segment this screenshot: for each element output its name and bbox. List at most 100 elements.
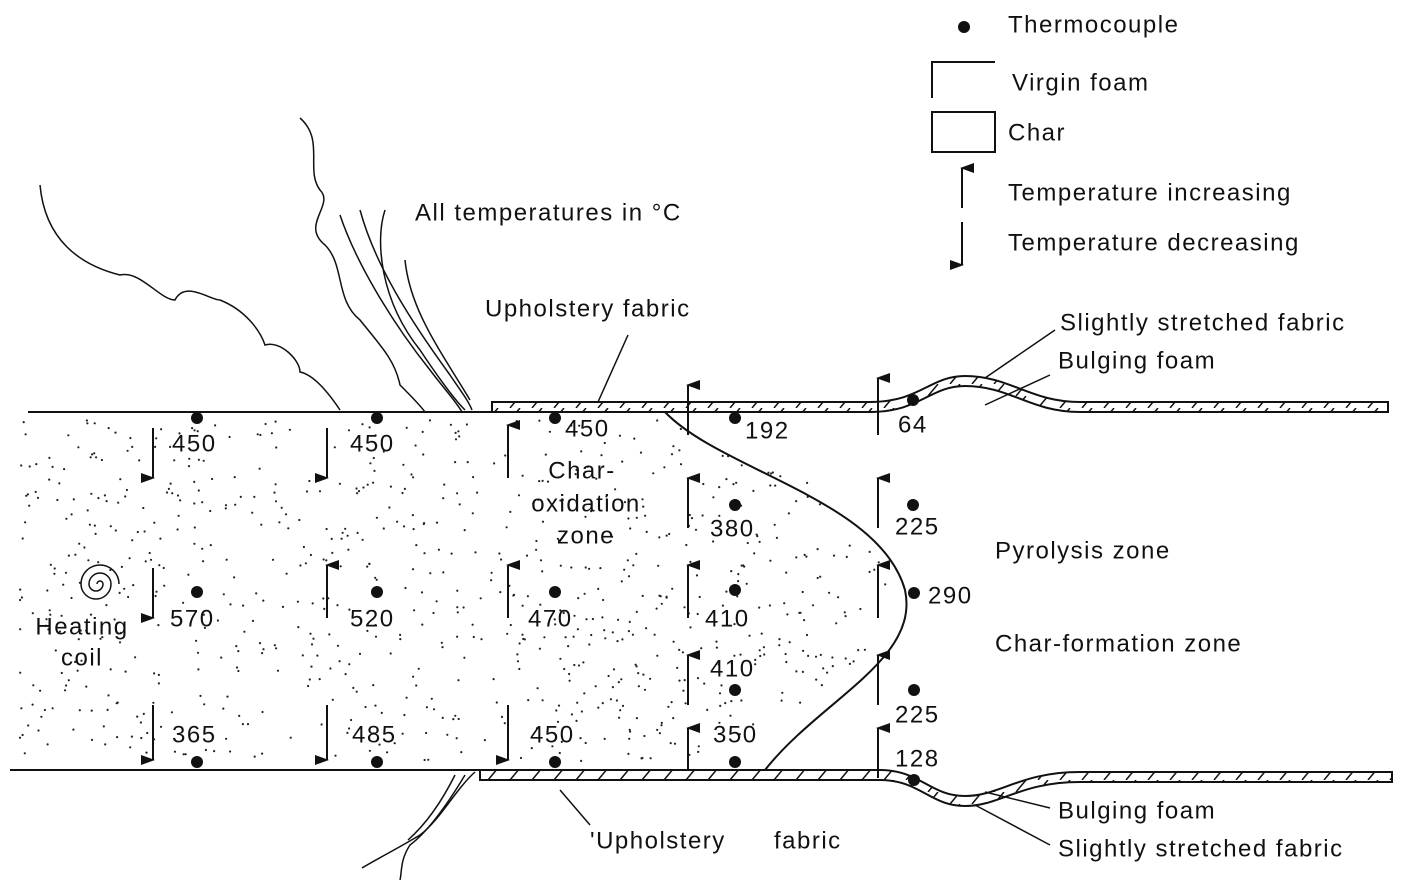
stipple-dot bbox=[557, 539, 561, 542]
stipple-dot bbox=[719, 704, 722, 708]
stipple-dot bbox=[454, 714, 457, 717]
stipple-dot bbox=[372, 684, 375, 687]
stipple-dot bbox=[538, 419, 541, 422]
stipple-dot bbox=[374, 434, 377, 437]
stipple-dot bbox=[176, 528, 179, 531]
stipple-dot bbox=[124, 495, 127, 498]
stipple-dot bbox=[373, 469, 376, 472]
stipple-dot bbox=[538, 647, 542, 650]
stipple-dot bbox=[733, 654, 736, 657]
stipple-dot bbox=[619, 709, 622, 712]
stipple-dot bbox=[411, 514, 414, 517]
stipple-dot bbox=[405, 696, 408, 699]
stipple-dot bbox=[273, 644, 276, 647]
stipple-dot bbox=[734, 528, 738, 531]
stipple-dot bbox=[588, 643, 591, 646]
stipple-dot bbox=[139, 721, 142, 724]
stipple-dot bbox=[404, 586, 407, 590]
stipple-dot bbox=[348, 663, 351, 666]
stipple-dot bbox=[160, 428, 163, 431]
stipple-dot bbox=[544, 453, 547, 456]
stipple-dot bbox=[603, 737, 606, 741]
stipple-dot bbox=[372, 481, 375, 484]
stipple-dot bbox=[602, 598, 605, 602]
stipple-dot bbox=[471, 623, 474, 626]
stipple-dot bbox=[340, 537, 343, 540]
thermocouple bbox=[371, 756, 383, 768]
stipple-dot bbox=[251, 619, 255, 623]
stipple-dot bbox=[652, 472, 655, 475]
stipple-dot bbox=[276, 669, 280, 672]
stipple-dot bbox=[131, 445, 134, 448]
stipple-dot bbox=[389, 652, 392, 655]
stipple-dot bbox=[541, 479, 544, 482]
stipple-dot bbox=[543, 636, 546, 639]
stipple-dot bbox=[58, 482, 61, 485]
stipple-dot bbox=[389, 485, 392, 488]
label: Upholstery fabric bbox=[485, 295, 691, 322]
stipple-dot bbox=[412, 675, 415, 678]
stipple-dot bbox=[76, 669, 79, 672]
stipple-dot bbox=[428, 419, 432, 422]
stipple-dot bbox=[807, 654, 810, 658]
stipple-dot bbox=[762, 646, 766, 649]
stipple-dot bbox=[362, 486, 365, 489]
stipple-dot bbox=[158, 564, 161, 567]
stipple-dot bbox=[639, 451, 643, 454]
stipple-dot bbox=[187, 573, 190, 576]
stipple-dot bbox=[553, 618, 556, 621]
stipple-dot bbox=[756, 535, 759, 538]
stipple-dot bbox=[620, 678, 623, 681]
stipple-dot bbox=[694, 528, 698, 531]
stipple-dot bbox=[348, 727, 351, 730]
stipple-dot bbox=[877, 561, 880, 564]
stipple-dot bbox=[32, 684, 35, 687]
stipple-dot bbox=[188, 457, 191, 460]
stipple-dot bbox=[660, 724, 663, 727]
stipple-dot bbox=[83, 546, 86, 549]
stipple-dot bbox=[28, 504, 31, 507]
stipple-dot bbox=[570, 424, 573, 427]
stipple-dot bbox=[264, 422, 267, 426]
stipple-dot bbox=[89, 613, 93, 616]
stipple-dot bbox=[24, 521, 27, 524]
stipple-dot bbox=[336, 604, 339, 607]
stipple-dot bbox=[153, 521, 156, 524]
stipple-dot bbox=[457, 430, 460, 433]
stipple-dot bbox=[868, 550, 871, 554]
stipple-dot bbox=[537, 498, 540, 501]
stipple-dot bbox=[430, 697, 433, 700]
thermocouple bbox=[729, 584, 741, 596]
char-stipple bbox=[18, 419, 887, 763]
stipple-dot bbox=[649, 677, 652, 680]
stipple-dot bbox=[660, 602, 663, 605]
stipple-dot bbox=[479, 597, 482, 600]
stipple-dot bbox=[738, 733, 742, 736]
stipple-dot bbox=[318, 490, 322, 493]
stipple-dot bbox=[737, 573, 740, 576]
stipple-dot bbox=[576, 628, 580, 631]
stipple-dot bbox=[308, 678, 311, 681]
stipple-dot bbox=[665, 595, 668, 598]
stipple-dot bbox=[795, 670, 798, 673]
stipple-dot bbox=[103, 494, 106, 497]
stipple-dot bbox=[721, 454, 724, 457]
stipple-dot bbox=[302, 545, 305, 549]
stipple-dot bbox=[203, 626, 206, 630]
stipple-dot bbox=[720, 684, 723, 687]
stipple-dot bbox=[611, 686, 615, 689]
stipple-dot bbox=[178, 432, 181, 435]
stipple-dot bbox=[214, 424, 217, 427]
stipple-dot bbox=[202, 560, 205, 563]
stipple-dot bbox=[224, 507, 227, 510]
stipple-dot bbox=[546, 480, 550, 483]
stipple-dot bbox=[368, 426, 371, 429]
stipple-dot bbox=[616, 640, 619, 643]
stipple-dot bbox=[560, 740, 563, 744]
stipple-dot bbox=[873, 568, 876, 571]
stipple-dot bbox=[442, 497, 445, 500]
stipple-dot bbox=[256, 433, 259, 436]
stipple-dot bbox=[509, 623, 512, 627]
stipple-dot bbox=[274, 420, 277, 423]
stipple-dot bbox=[657, 564, 660, 567]
